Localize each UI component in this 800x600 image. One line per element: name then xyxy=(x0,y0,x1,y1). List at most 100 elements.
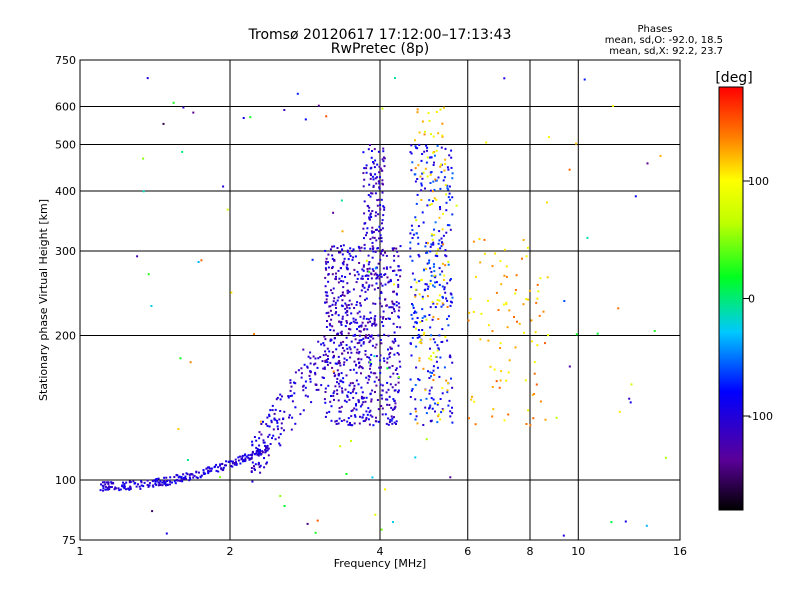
data-point xyxy=(329,248,332,251)
data-point xyxy=(371,192,374,195)
data-point xyxy=(230,460,233,463)
data-point xyxy=(360,324,363,327)
data-point xyxy=(357,383,360,386)
data-point xyxy=(617,307,620,310)
data-point xyxy=(253,453,256,456)
data-point xyxy=(329,309,332,312)
data-point xyxy=(435,198,438,201)
data-point xyxy=(315,388,318,391)
data-point xyxy=(410,286,413,289)
data-point xyxy=(449,354,452,357)
data-point xyxy=(349,382,352,385)
data-point xyxy=(326,363,329,366)
data-point xyxy=(107,483,110,486)
data-point xyxy=(399,275,402,278)
data-point xyxy=(440,305,443,308)
data-point xyxy=(443,366,446,369)
data-point xyxy=(369,247,372,250)
data-point xyxy=(378,187,381,190)
data-point xyxy=(503,248,506,251)
data-point xyxy=(450,149,453,152)
data-point xyxy=(323,398,326,401)
data-point xyxy=(337,314,340,317)
data-point xyxy=(362,264,365,267)
data-point xyxy=(389,346,392,349)
data-point xyxy=(376,273,378,276)
data-point xyxy=(447,324,450,327)
y-tick-label: 500 xyxy=(55,139,76,152)
data-point xyxy=(355,281,358,284)
data-point xyxy=(529,424,532,427)
data-point xyxy=(345,473,348,475)
data-point xyxy=(221,462,224,465)
data-point xyxy=(249,116,252,119)
data-point xyxy=(327,280,330,283)
data-point xyxy=(503,274,506,277)
data-point xyxy=(359,315,362,318)
data-point xyxy=(421,177,424,180)
data-point xyxy=(354,333,357,336)
data-point xyxy=(381,219,384,222)
data-point xyxy=(345,304,348,307)
data-point xyxy=(392,322,395,325)
data-point xyxy=(528,289,531,292)
data-point xyxy=(327,253,330,256)
data-point xyxy=(268,425,271,428)
data-point xyxy=(444,162,447,165)
data-point xyxy=(108,488,111,491)
data-point xyxy=(266,449,269,452)
data-point xyxy=(432,243,435,246)
data-point xyxy=(664,456,667,459)
data-point xyxy=(330,289,332,292)
data-point xyxy=(123,482,126,485)
data-point xyxy=(339,445,342,448)
data-point xyxy=(399,326,402,329)
data-point xyxy=(112,482,115,485)
data-point xyxy=(359,295,362,298)
data-point xyxy=(256,448,259,450)
data-point xyxy=(358,361,361,364)
data-point xyxy=(326,294,329,297)
data-point xyxy=(161,481,164,484)
data-point xyxy=(325,359,328,361)
data-point xyxy=(184,477,187,480)
data-point xyxy=(155,483,158,486)
data-point xyxy=(189,477,192,480)
data-point xyxy=(247,454,250,457)
data-point xyxy=(431,301,434,303)
data-point xyxy=(346,420,349,423)
data-point xyxy=(330,395,332,397)
data-point xyxy=(329,329,332,331)
data-point xyxy=(314,371,317,374)
data-point xyxy=(128,481,131,484)
data-point xyxy=(244,459,247,462)
data-point xyxy=(448,399,451,402)
data-point xyxy=(358,351,361,353)
data-point xyxy=(491,415,494,418)
data-point xyxy=(418,379,421,382)
data-point xyxy=(356,270,359,273)
data-point xyxy=(341,315,344,318)
data-point xyxy=(515,274,518,277)
data-point xyxy=(343,419,346,422)
data-point xyxy=(280,422,283,425)
data-point xyxy=(151,510,154,513)
data-point xyxy=(352,317,355,320)
data-point xyxy=(257,463,260,466)
data-point xyxy=(358,310,361,313)
data-point xyxy=(222,185,225,188)
data-point xyxy=(379,253,382,256)
data-point xyxy=(546,201,548,204)
data-point xyxy=(413,278,416,281)
data-point xyxy=(420,342,423,345)
data-point xyxy=(294,406,297,409)
data-point xyxy=(290,385,293,388)
data-point xyxy=(430,270,433,273)
data-point xyxy=(374,173,377,176)
data-point xyxy=(436,299,439,302)
data-point xyxy=(360,277,363,280)
data-point xyxy=(352,248,355,251)
data-point xyxy=(437,248,440,251)
data-point xyxy=(274,438,277,441)
data-point xyxy=(375,239,378,242)
